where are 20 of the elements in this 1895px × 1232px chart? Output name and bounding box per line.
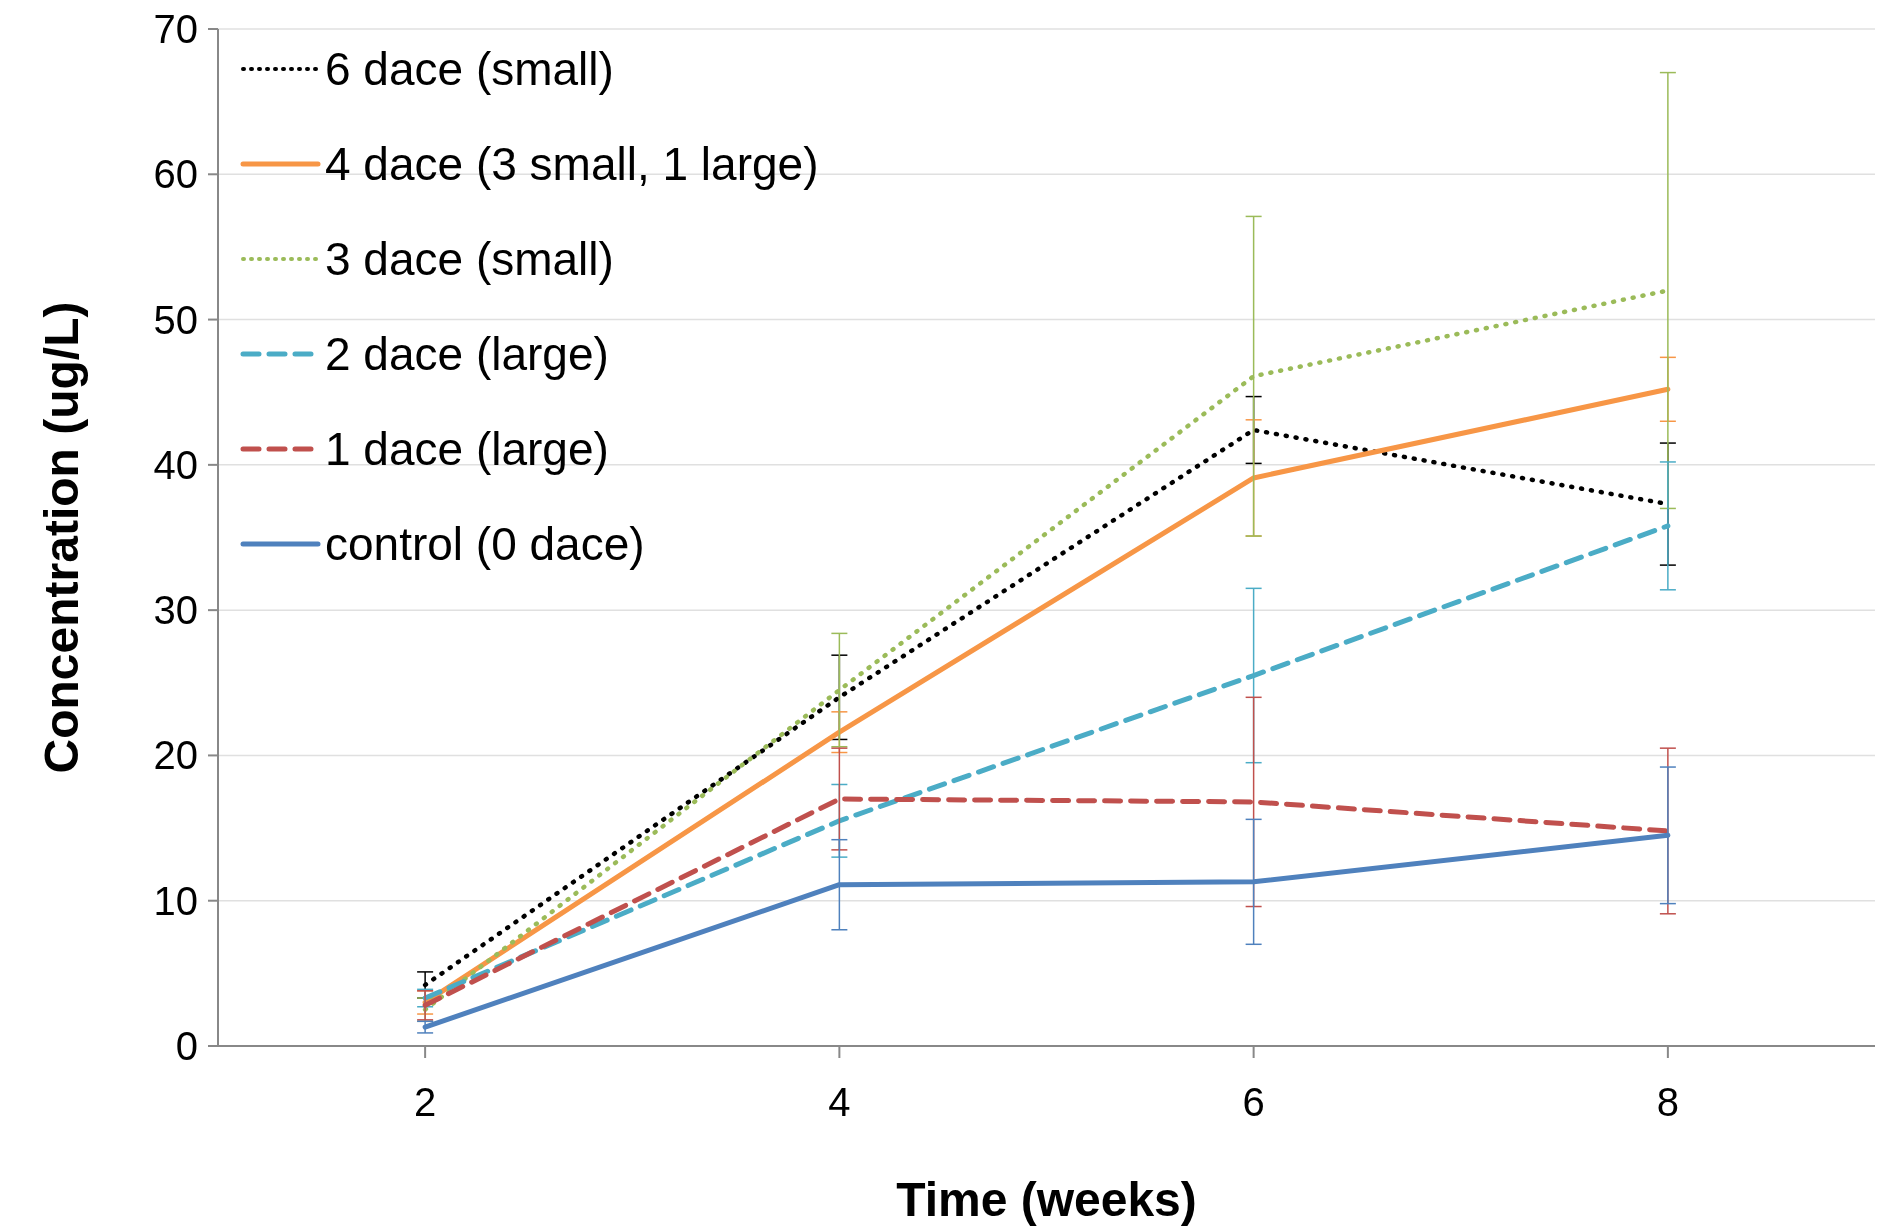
legend-label: 1 dace (large) bbox=[325, 423, 609, 476]
legend-label: 4 dace (3 small, 1 large) bbox=[325, 138, 819, 191]
y-tick-label: 20 bbox=[153, 733, 198, 778]
y-tick-label: 60 bbox=[153, 152, 198, 197]
y-tick-label: 10 bbox=[153, 878, 198, 923]
y-tick-label: 40 bbox=[153, 442, 198, 487]
legend-label: 2 dace (large) bbox=[325, 328, 609, 381]
legend-label: 3 dace (small) bbox=[325, 233, 614, 286]
legend-label: control (0 dace) bbox=[325, 518, 645, 571]
y-axis-title: Concentration (ug/L) bbox=[35, 301, 88, 774]
x-tick-label: 4 bbox=[828, 1080, 851, 1124]
legend-label: 6 dace (small) bbox=[325, 43, 614, 96]
y-tick-label: 0 bbox=[175, 1024, 198, 1068]
y-tick-label: 50 bbox=[153, 297, 198, 342]
x-axis-title: Time (weeks) bbox=[896, 1173, 1197, 1226]
y-tick-label: 30 bbox=[153, 588, 198, 633]
x-tick-label: 2 bbox=[414, 1080, 437, 1124]
x-tick-label: 6 bbox=[1242, 1080, 1265, 1124]
x-tick-label: 8 bbox=[1656, 1080, 1679, 1124]
y-tick-label: 70 bbox=[153, 7, 198, 51]
